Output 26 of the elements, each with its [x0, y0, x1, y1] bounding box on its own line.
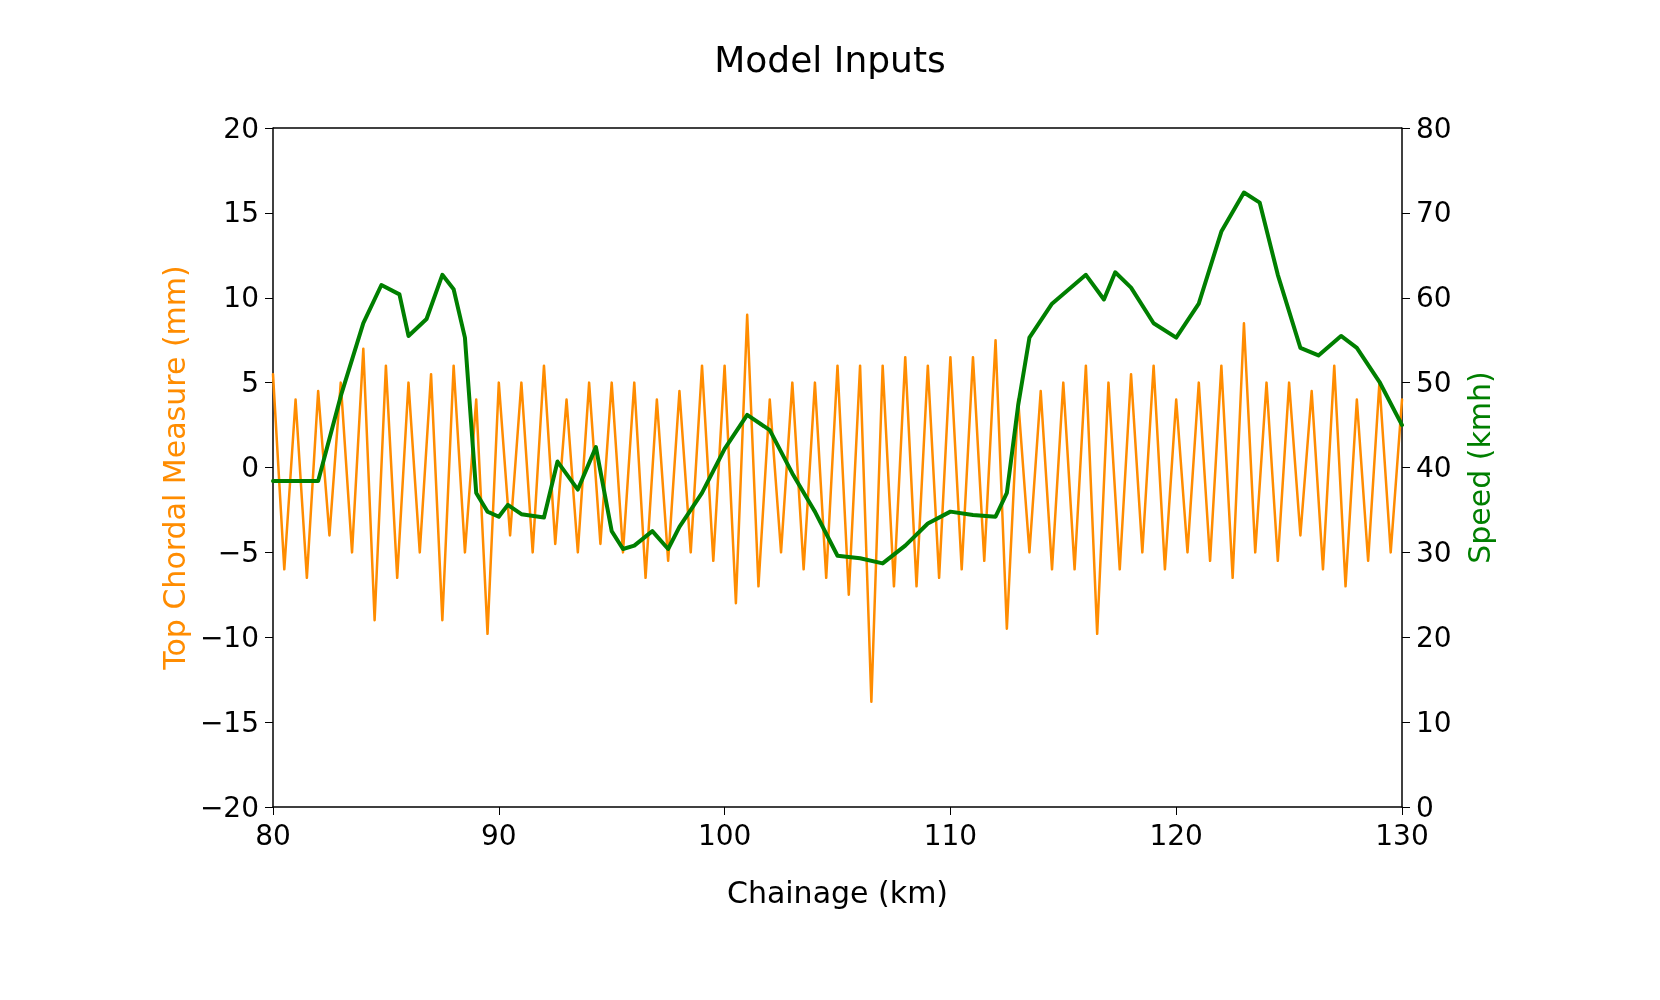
- y-axis-title: Top Chordal Measure (mm): [156, 265, 192, 671]
- x-axis-title: Chainage (km): [726, 874, 949, 910]
- y-tick-label: −5: [217, 535, 259, 569]
- y-tick-label: 10: [223, 281, 259, 315]
- y2-tick-label: 80: [1416, 111, 1452, 145]
- y-tick-label: −15: [199, 705, 259, 739]
- y-tick-label: 20: [223, 111, 259, 145]
- line-series: [271, 190, 1404, 566]
- y2-tick-label: 20: [1416, 620, 1452, 654]
- line-series: [271, 313, 1404, 704]
- x-tick-label: 120: [1149, 818, 1203, 852]
- y-tick-label: 5: [241, 366, 259, 400]
- y-tick-label: −10: [199, 620, 259, 654]
- y2-tick-label: 30: [1416, 535, 1452, 569]
- y2-tick-label: 40: [1416, 451, 1452, 484]
- y2-tick-label: 70: [1416, 196, 1452, 230]
- y-tick-label: 0: [241, 451, 259, 484]
- y2-axis-title: Speed (kmh): [1461, 371, 1497, 564]
- y-tick-label: 15: [223, 196, 259, 230]
- x-tick-label: 110: [923, 818, 978, 852]
- y2-tick-label: 60: [1416, 281, 1452, 315]
- chart-title: Model Inputs: [714, 38, 946, 80]
- x-tick-label: 90: [480, 818, 517, 852]
- x-tick-label: 100: [697, 818, 752, 852]
- y2-tick-label: 10: [1416, 705, 1452, 739]
- y2-tick-label: 50: [1416, 366, 1452, 400]
